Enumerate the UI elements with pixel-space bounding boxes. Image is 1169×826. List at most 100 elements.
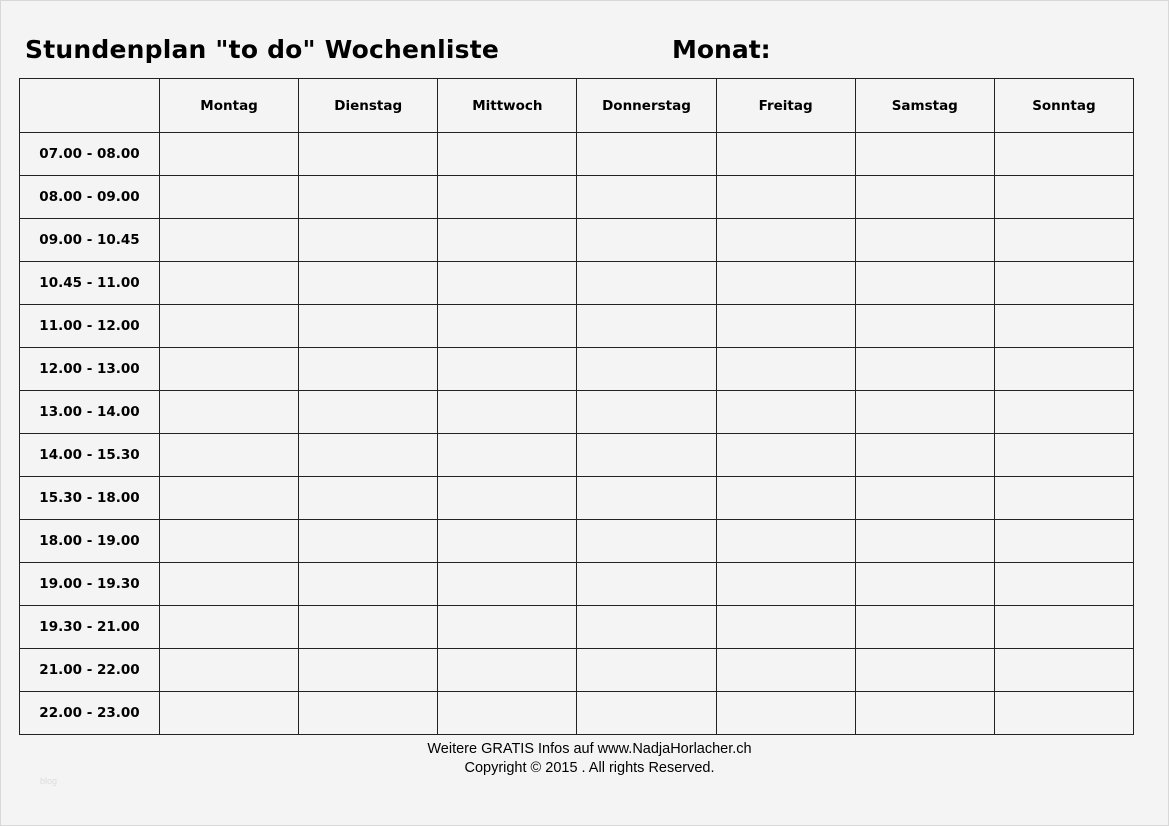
schedule-cell[interactable]	[993, 691, 1135, 735]
schedule-cell[interactable]	[854, 304, 995, 348]
schedule-cell[interactable]	[298, 390, 439, 434]
schedule-cell[interactable]	[993, 433, 1135, 477]
schedule-cell[interactable]	[854, 691, 995, 735]
schedule-cell[interactable]	[298, 132, 439, 176]
schedule-cell[interactable]	[993, 519, 1135, 563]
schedule-cell[interactable]	[576, 605, 717, 649]
schedule-cell[interactable]	[576, 562, 717, 606]
schedule-cell[interactable]	[298, 433, 439, 477]
schedule-cell[interactable]	[576, 433, 717, 477]
schedule-cell[interactable]	[715, 433, 856, 477]
schedule-cell[interactable]	[437, 261, 578, 305]
schedule-cell[interactable]	[715, 605, 856, 649]
schedule-cell[interactable]	[993, 648, 1135, 692]
schedule-cell[interactable]	[715, 648, 856, 692]
schedule-cell[interactable]	[298, 648, 439, 692]
schedule-cell[interactable]	[993, 304, 1135, 348]
schedule-cell[interactable]	[158, 132, 300, 176]
schedule-cell[interactable]	[158, 605, 300, 649]
schedule-cell[interactable]	[298, 562, 439, 606]
schedule-cell[interactable]	[437, 347, 578, 391]
schedule-cell[interactable]	[298, 218, 439, 262]
schedule-cell[interactable]	[158, 519, 300, 563]
schedule-cell[interactable]	[715, 691, 856, 735]
schedule-cell[interactable]	[854, 132, 995, 176]
schedule-cell[interactable]	[854, 261, 995, 305]
schedule-cell[interactable]	[298, 519, 439, 563]
schedule-cell[interactable]	[854, 648, 995, 692]
schedule-cell[interactable]	[576, 390, 717, 434]
schedule-cell[interactable]	[298, 605, 439, 649]
schedule-cell[interactable]	[715, 261, 856, 305]
schedule-cell[interactable]	[437, 648, 578, 692]
schedule-cell[interactable]	[158, 261, 300, 305]
schedule-cell[interactable]	[854, 390, 995, 434]
schedule-cell[interactable]	[576, 218, 717, 262]
schedule-cell[interactable]	[437, 476, 578, 520]
schedule-cell[interactable]	[437, 218, 578, 262]
schedule-cell[interactable]	[437, 132, 578, 176]
schedule-cell[interactable]	[158, 562, 300, 606]
schedule-cell[interactable]	[158, 175, 300, 219]
schedule-cell[interactable]	[854, 433, 995, 477]
schedule-cell[interactable]	[715, 132, 856, 176]
schedule-cell[interactable]	[298, 175, 439, 219]
schedule-cell[interactable]	[158, 433, 300, 477]
schedule-cell[interactable]	[854, 476, 995, 520]
schedule-cell[interactable]	[576, 175, 717, 219]
table-row: 09.00 - 10.45	[19, 218, 1135, 262]
schedule-cell[interactable]	[437, 691, 578, 735]
schedule-cell[interactable]	[158, 218, 300, 262]
schedule-cell[interactable]	[158, 648, 300, 692]
schedule-cell[interactable]	[854, 519, 995, 563]
schedule-cell[interactable]	[993, 562, 1135, 606]
schedule-cell[interactable]	[298, 691, 439, 735]
schedule-cell[interactable]	[158, 347, 300, 391]
schedule-cell[interactable]	[576, 476, 717, 520]
schedule-cell[interactable]	[576, 648, 717, 692]
schedule-cell[interactable]	[715, 519, 856, 563]
schedule-cell[interactable]	[993, 218, 1135, 262]
schedule-cell[interactable]	[854, 175, 995, 219]
schedule-cell[interactable]	[576, 304, 717, 348]
schedule-cell[interactable]	[298, 347, 439, 391]
schedule-cell[interactable]	[993, 476, 1135, 520]
schedule-cell[interactable]	[993, 605, 1135, 649]
schedule-cell[interactable]	[158, 390, 300, 434]
schedule-cell[interactable]	[298, 261, 439, 305]
schedule-cell[interactable]	[715, 390, 856, 434]
schedule-cell[interactable]	[715, 562, 856, 606]
schedule-cell[interactable]	[158, 304, 300, 348]
schedule-cell[interactable]	[298, 304, 439, 348]
schedule-cell[interactable]	[576, 261, 717, 305]
schedule-cell[interactable]	[576, 347, 717, 391]
schedule-cell[interactable]	[576, 691, 717, 735]
schedule-cell[interactable]	[437, 390, 578, 434]
schedule-cell[interactable]	[437, 519, 578, 563]
schedule-cell[interactable]	[993, 261, 1135, 305]
schedule-cell[interactable]	[715, 175, 856, 219]
schedule-cell[interactable]	[437, 605, 578, 649]
schedule-cell[interactable]	[715, 476, 856, 520]
schedule-cell[interactable]	[854, 605, 995, 649]
schedule-cell[interactable]	[576, 519, 717, 563]
schedule-cell[interactable]	[715, 218, 856, 262]
schedule-cell[interactable]	[715, 304, 856, 348]
schedule-cell[interactable]	[437, 562, 578, 606]
schedule-cell[interactable]	[158, 476, 300, 520]
schedule-cell[interactable]	[993, 175, 1135, 219]
schedule-cell[interactable]	[854, 347, 995, 391]
schedule-cell[interactable]	[854, 562, 995, 606]
schedule-cell[interactable]	[158, 691, 300, 735]
schedule-cell[interactable]	[437, 433, 578, 477]
corner-cell	[19, 78, 160, 133]
schedule-cell[interactable]	[993, 132, 1135, 176]
schedule-cell[interactable]	[715, 347, 856, 391]
schedule-cell[interactable]	[854, 218, 995, 262]
schedule-cell[interactable]	[298, 476, 439, 520]
schedule-cell[interactable]	[993, 390, 1135, 434]
schedule-cell[interactable]	[437, 175, 578, 219]
schedule-cell[interactable]	[437, 304, 578, 348]
schedule-cell[interactable]	[993, 347, 1135, 391]
schedule-cell[interactable]	[576, 132, 717, 176]
